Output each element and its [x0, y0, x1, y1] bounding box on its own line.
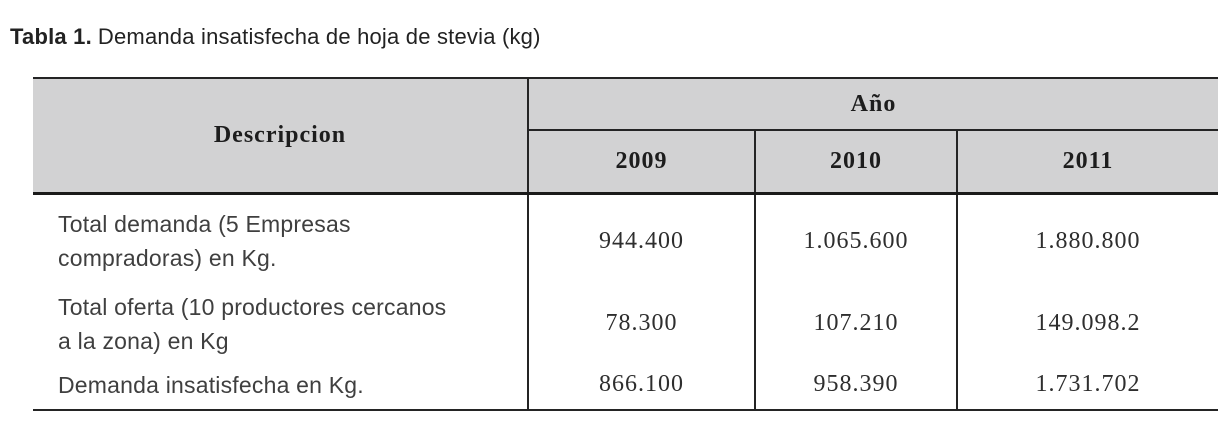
- cell-value-2011: 1.731.702: [957, 360, 1219, 410]
- column-header-2009: 2009: [528, 130, 756, 194]
- cell-value-2009: 866.100: [528, 360, 756, 410]
- cell-value-2011: 149.098.2: [957, 287, 1219, 360]
- cell-value-2011: 1.880.800: [957, 192, 1219, 287]
- row-description: Total oferta (10 productores cercanos a …: [33, 287, 529, 360]
- column-header-descripcion: Descripcion: [33, 78, 529, 194]
- header-row-group: Descripcion Año: [33, 78, 1219, 194]
- row-description: Demanda insatisfecha en Kg.: [33, 360, 529, 410]
- header-row-years: 2009 2010 2011: [33, 130, 1219, 194]
- cell-value-2009: 944.400: [528, 192, 756, 287]
- cell-value-2009: 78.300: [528, 287, 756, 360]
- table-row-total-demanda: Total demanda (5 Empresas compradoras) e…: [33, 192, 1219, 287]
- cell-value-2010: 1.065.600: [755, 192, 958, 287]
- table-body: Total demanda (5 Empresas compradoras) e…: [33, 192, 1219, 410]
- column-header-2010: 2010: [755, 130, 958, 194]
- table-caption: Tabla 1. Demanda insatisfecha de hoja de …: [10, 24, 541, 50]
- column-header-ano: Año: [528, 78, 1219, 131]
- table-header: Descripcion Año 2009 2010 2011: [33, 78, 1219, 194]
- stevia-demand-table: Descripcion Año 2009 2010 2011 Total dem…: [33, 77, 1219, 411]
- table-caption-text: Demanda insatisfecha de hoja de stevia (…: [97, 24, 541, 49]
- table-caption-number: Tabla 1.: [10, 24, 92, 49]
- cell-value-2010: 958.390: [755, 360, 958, 410]
- column-header-2011: 2011: [957, 130, 1219, 194]
- cell-value-2010: 107.210: [755, 287, 958, 360]
- table-row-total-oferta: Total oferta (10 productores cercanos a …: [33, 287, 1219, 360]
- table-row-demanda-insatisfecha: Demanda insatisfecha en Kg. 866.100 958.…: [33, 360, 1219, 410]
- row-description: Total demanda (5 Empresas compradoras) e…: [33, 192, 529, 287]
